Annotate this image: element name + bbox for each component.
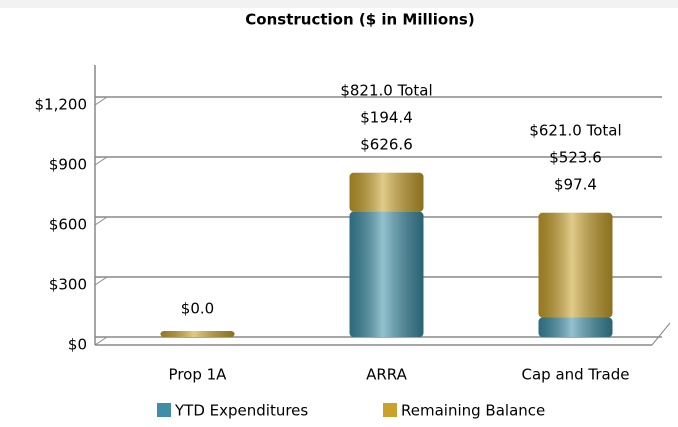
y-tick-label: $900 [49,156,87,174]
grid-line-depth [94,156,108,166]
grid-line-depth [94,276,108,286]
x-tick-label: Prop 1A [169,366,228,384]
grid-line-depth [94,96,108,106]
data-label: $626.6 [360,135,413,153]
y-tick-label: $1,200 [35,96,88,114]
data-label: $97.4 [554,175,597,193]
bar-shine [538,317,613,337]
grid-line-depth [94,216,108,226]
y-tick-label: $600 [49,216,87,234]
floor-right [651,322,671,346]
top-strip [0,0,678,8]
legend-label: Remaining Balance [401,402,545,420]
bar-shine [349,211,424,337]
data-label: $0.0 [181,300,214,318]
bar-shine [349,172,424,212]
bar-shine [538,212,613,318]
x-tick-label: Cap and Trade [521,366,629,384]
data-label: $194.4 [360,108,413,126]
y-tick-label: $300 [49,276,87,294]
legend-label: YTD Expenditures [174,402,308,420]
legend-swatch [383,403,397,417]
chart-title: Construction ($ in Millions) [245,11,474,29]
bar-shine [160,331,235,337]
grid-line-depth [94,336,108,346]
x-tick-label: ARRA [366,366,407,384]
total-label: $821.0 Total [340,81,432,99]
y-tick-label: $0 [68,336,87,354]
total-label: $621.0 Total [529,121,621,139]
data-label: $523.6 [549,148,602,166]
legend-swatch [157,403,171,417]
